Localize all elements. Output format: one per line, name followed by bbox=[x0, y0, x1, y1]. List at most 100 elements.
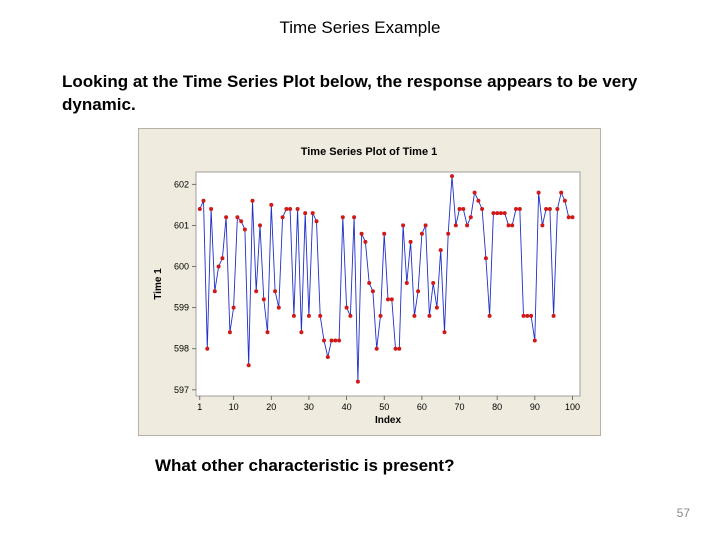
x-tick-label: 30 bbox=[304, 402, 314, 412]
data-point bbox=[480, 207, 485, 211]
x-tick-label: 20 bbox=[266, 402, 276, 412]
y-tick-label: 601 bbox=[174, 220, 189, 230]
data-point bbox=[412, 313, 417, 318]
data-point bbox=[288, 207, 293, 211]
data-point bbox=[476, 198, 481, 203]
data-point bbox=[227, 330, 232, 335]
data-point bbox=[555, 207, 560, 211]
data-point bbox=[269, 202, 274, 207]
data-point bbox=[216, 264, 221, 269]
x-axis-label: Index bbox=[375, 415, 402, 426]
x-tick-label: 40 bbox=[342, 402, 352, 412]
data-point bbox=[370, 289, 375, 294]
data-point bbox=[566, 215, 571, 220]
data-point bbox=[465, 223, 470, 228]
data-point bbox=[514, 207, 518, 211]
data-point bbox=[472, 190, 477, 195]
data-point bbox=[374, 346, 379, 351]
data-point bbox=[310, 211, 315, 216]
y-axis-label: Time 1 bbox=[153, 268, 164, 300]
data-point bbox=[239, 219, 244, 224]
chart-title: Time Series Plot of Time 1 bbox=[301, 146, 438, 158]
data-point bbox=[434, 305, 439, 310]
data-point bbox=[491, 211, 496, 216]
data-point bbox=[529, 313, 534, 318]
data-point bbox=[250, 198, 255, 203]
data-point bbox=[540, 223, 545, 228]
data-point bbox=[212, 289, 217, 294]
data-point bbox=[389, 297, 394, 302]
data-point bbox=[359, 231, 364, 236]
data-point bbox=[506, 223, 511, 228]
data-point bbox=[397, 346, 402, 351]
data-point bbox=[329, 338, 334, 343]
data-point bbox=[408, 239, 413, 244]
data-point bbox=[521, 313, 526, 318]
data-point bbox=[348, 313, 353, 318]
data-point bbox=[231, 305, 236, 310]
data-point bbox=[363, 239, 368, 244]
x-tick-label: 100 bbox=[565, 402, 580, 412]
y-tick-label: 598 bbox=[174, 344, 189, 354]
data-point bbox=[265, 330, 270, 335]
data-point bbox=[393, 346, 398, 351]
data-point bbox=[303, 211, 308, 216]
data-point bbox=[261, 297, 266, 302]
intro-text: Looking at the Time Series Plot below, t… bbox=[62, 72, 638, 114]
data-point bbox=[295, 207, 300, 211]
data-point bbox=[325, 355, 330, 359]
data-point bbox=[423, 223, 428, 228]
data-point bbox=[438, 248, 443, 253]
data-point bbox=[337, 338, 342, 343]
data-point bbox=[276, 305, 281, 310]
data-point bbox=[284, 207, 289, 211]
data-point bbox=[367, 281, 372, 285]
data-point bbox=[419, 231, 424, 236]
data-point bbox=[291, 313, 296, 318]
data-point bbox=[427, 313, 432, 318]
data-point bbox=[224, 215, 229, 220]
slide-title: Time Series Example bbox=[279, 18, 441, 37]
data-point bbox=[378, 313, 383, 318]
x-tick-label: 70 bbox=[455, 402, 465, 412]
data-point bbox=[220, 256, 225, 261]
y-axis: 597 598 599 600 601 602 bbox=[174, 179, 196, 395]
data-point bbox=[299, 330, 304, 335]
x-tick-label: 60 bbox=[417, 402, 427, 412]
data-point bbox=[333, 338, 338, 343]
data-point bbox=[502, 211, 507, 216]
data-point bbox=[551, 313, 556, 318]
data-point bbox=[280, 215, 285, 220]
x-tick-label: 80 bbox=[492, 402, 502, 412]
data-point bbox=[461, 207, 466, 211]
x-tick-label: 90 bbox=[530, 402, 540, 412]
data-point bbox=[355, 379, 360, 384]
data-point bbox=[201, 198, 206, 203]
data-point bbox=[431, 281, 436, 285]
data-point bbox=[544, 207, 549, 211]
data-point bbox=[450, 174, 454, 179]
data-point bbox=[205, 346, 210, 351]
data-point bbox=[453, 223, 458, 228]
data-point bbox=[209, 207, 214, 211]
question-text: What other characteristic is present? bbox=[155, 456, 455, 475]
data-point bbox=[254, 289, 259, 294]
data-point bbox=[517, 207, 522, 211]
data-point bbox=[382, 231, 387, 236]
data-point bbox=[322, 338, 326, 343]
data-point bbox=[562, 198, 567, 203]
data-point bbox=[273, 289, 278, 294]
data-point bbox=[306, 313, 311, 318]
y-tick-label: 602 bbox=[174, 179, 189, 189]
data-point bbox=[401, 223, 406, 228]
data-point bbox=[536, 190, 541, 195]
data-point bbox=[525, 313, 530, 318]
data-point bbox=[498, 211, 503, 216]
data-point bbox=[468, 215, 473, 220]
x-tick-label: 10 bbox=[229, 402, 239, 412]
y-tick-label: 600 bbox=[174, 262, 189, 272]
data-point bbox=[457, 207, 462, 211]
x-axis: 1 10 20 30 40 50 60 70 80 90 100 bbox=[197, 396, 580, 412]
series-markers bbox=[197, 174, 575, 384]
data-point bbox=[340, 215, 345, 220]
